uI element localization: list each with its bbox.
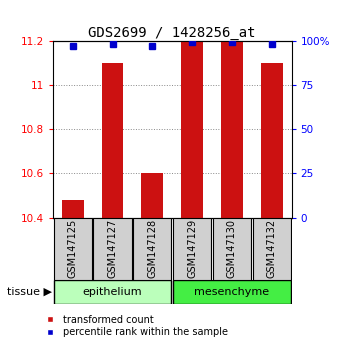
Bar xyxy=(261,63,283,218)
Text: GSM147128: GSM147128 xyxy=(147,219,157,278)
Bar xyxy=(173,218,211,280)
Text: epithelium: epithelium xyxy=(83,287,142,297)
Text: GSM147130: GSM147130 xyxy=(227,219,237,278)
Bar xyxy=(93,218,132,280)
Bar xyxy=(213,218,251,280)
Title: GDS2699 / 1428256_at: GDS2699 / 1428256_at xyxy=(88,26,256,40)
Text: mesenchyme: mesenchyme xyxy=(194,287,269,297)
Bar xyxy=(102,63,123,218)
Text: GSM147127: GSM147127 xyxy=(107,219,118,278)
Text: GSM147132: GSM147132 xyxy=(267,219,277,278)
Text: GSM147125: GSM147125 xyxy=(68,219,78,278)
Bar xyxy=(221,41,243,218)
Bar xyxy=(142,173,163,218)
Bar xyxy=(181,41,203,218)
Text: tissue ▶: tissue ▶ xyxy=(7,287,52,297)
Bar xyxy=(54,218,92,280)
Legend: transformed count, percentile rank within the sample: transformed count, percentile rank withi… xyxy=(41,315,228,337)
Text: GSM147129: GSM147129 xyxy=(187,219,197,278)
Bar xyxy=(253,218,291,280)
Bar xyxy=(173,280,291,304)
Bar xyxy=(133,218,172,280)
Bar xyxy=(62,200,84,218)
Bar xyxy=(54,280,172,304)
